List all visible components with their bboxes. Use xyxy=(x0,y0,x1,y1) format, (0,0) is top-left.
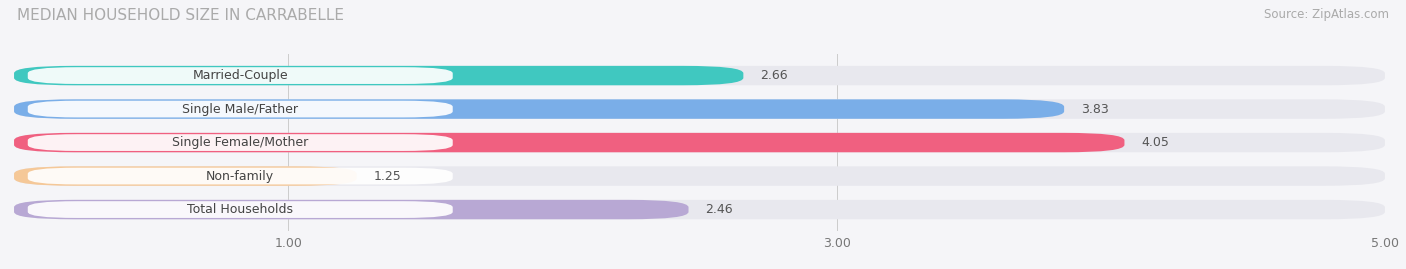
FancyBboxPatch shape xyxy=(28,67,453,84)
FancyBboxPatch shape xyxy=(28,201,453,218)
Text: Non-family: Non-family xyxy=(207,169,274,183)
FancyBboxPatch shape xyxy=(14,166,357,186)
FancyBboxPatch shape xyxy=(14,133,1125,152)
Text: 1.25: 1.25 xyxy=(373,169,401,183)
FancyBboxPatch shape xyxy=(14,166,1385,186)
FancyBboxPatch shape xyxy=(14,66,1385,85)
Text: 3.83: 3.83 xyxy=(1081,102,1108,116)
FancyBboxPatch shape xyxy=(28,134,453,151)
Text: Total Households: Total Households xyxy=(187,203,294,216)
FancyBboxPatch shape xyxy=(14,99,1385,119)
Text: 2.46: 2.46 xyxy=(704,203,733,216)
FancyBboxPatch shape xyxy=(14,200,689,219)
Text: Source: ZipAtlas.com: Source: ZipAtlas.com xyxy=(1264,8,1389,21)
Text: 2.66: 2.66 xyxy=(759,69,787,82)
FancyBboxPatch shape xyxy=(14,133,1385,152)
Text: Married-Couple: Married-Couple xyxy=(193,69,288,82)
FancyBboxPatch shape xyxy=(28,168,453,185)
Text: Single Female/Mother: Single Female/Mother xyxy=(172,136,308,149)
FancyBboxPatch shape xyxy=(28,101,453,118)
Text: MEDIAN HOUSEHOLD SIZE IN CARRABELLE: MEDIAN HOUSEHOLD SIZE IN CARRABELLE xyxy=(17,8,344,23)
FancyBboxPatch shape xyxy=(14,99,1064,119)
FancyBboxPatch shape xyxy=(14,200,1385,219)
Text: 4.05: 4.05 xyxy=(1140,136,1168,149)
Text: Single Male/Father: Single Male/Father xyxy=(183,102,298,116)
FancyBboxPatch shape xyxy=(14,66,744,85)
